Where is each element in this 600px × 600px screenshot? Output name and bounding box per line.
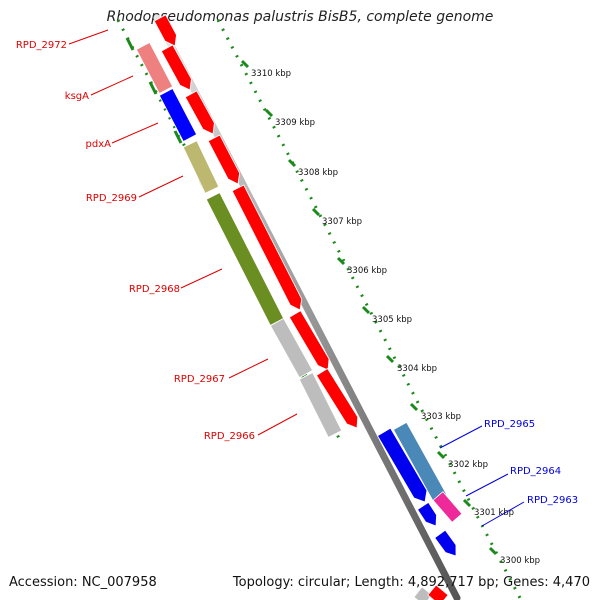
gene-block-edge-red (427, 584, 449, 600)
gene-arrow-forward (288, 310, 330, 371)
gene-arrow-forward (153, 14, 177, 47)
gene-arrow-rpd-2964 (376, 427, 428, 503)
gene-block-rpd-2966 (298, 372, 343, 438)
gene-label-ksga: ksgA (65, 91, 89, 102)
ruler-label: 3304 kbp (397, 364, 437, 374)
guide-tick (173, 130, 183, 144)
gene-block-rpd-2965 (392, 421, 448, 503)
ruler-label: 3305 kbp (372, 315, 412, 325)
gene-label-rpd-2969: RPD_2969 (86, 193, 137, 204)
right-label-leaders (439, 425, 525, 527)
ruler-label: 3302 kbp (448, 460, 488, 470)
ruler-tick (462, 498, 472, 508)
ruler-tick (336, 256, 346, 266)
gene-block-rpd-2969 (182, 140, 220, 194)
ruler-label: 3306 kbp (347, 266, 387, 276)
gene-label-rpd-2964: RPD_2964 (510, 466, 561, 477)
ruler-label: 3310 kbp (251, 69, 291, 79)
ruler-label: 3308 kbp (298, 168, 338, 178)
genome-title: Rhodopseudomonas palustris BisB5, comple… (106, 9, 494, 25)
gene-block-rpd-2967 (269, 317, 314, 379)
ruler-label: 3301 kbp (474, 508, 514, 518)
ruler-label: 3307 kbp (322, 217, 362, 227)
gene-arrow-forward (315, 368, 359, 429)
ruler-tick (240, 59, 250, 69)
left-label-leaders (68, 29, 298, 436)
accession-text: Accession: NC_007958 (9, 575, 157, 590)
ruler-tick (385, 354, 395, 364)
gene-label-pdxa: pdxA (86, 139, 112, 150)
ruler-tick (311, 207, 321, 217)
left-gene-labels: RPD_2972 ksgA pdxA RPD_2969 RPD_2968 RPD… (16, 40, 255, 442)
gene-features (135, 14, 463, 600)
ruler-tick (361, 305, 371, 315)
ruler-label: 3303 kbp (421, 412, 461, 422)
ruler-tick (436, 450, 446, 460)
gene-arrow-forward (207, 134, 241, 185)
guide-tick (148, 81, 158, 95)
gene-label-rpd-2963: RPD_2963 (527, 495, 578, 506)
gene-label-rpd-2965: RPD_2965 (484, 419, 535, 430)
gene-block-rpd-2963 (432, 491, 463, 523)
ruler-tick (287, 158, 297, 168)
right-gene-labels: RPD_2965 RPD_2964 RPD_2963 (484, 419, 578, 506)
ruler-tick (488, 546, 498, 556)
gene-arrow-forward (184, 90, 215, 135)
ruler-tick (409, 402, 419, 412)
gene-block-ksga (135, 41, 174, 95)
gene-arrow-small-2 (434, 529, 457, 557)
ruler-label: 3300 kbp (500, 556, 540, 566)
topology-text: Topology: circular; Length: 4,892,717 bp… (232, 575, 590, 590)
gene-arrow-forward (160, 44, 192, 91)
gene-label-rpd-2972: RPD_2972 (16, 40, 67, 51)
ruler-labels: 3310 kbp 3309 kbp 3308 kbp 3307 kbp 3306… (251, 69, 540, 566)
ruler-label: 3309 kbp (275, 118, 315, 128)
gene-arrow-small (416, 501, 437, 527)
gene-block-pdxa (158, 87, 198, 143)
gene-arrow-forward (231, 184, 303, 311)
guide-tick (125, 37, 135, 51)
ruler-tick (264, 108, 274, 118)
gene-label-rpd-2967: RPD_2967 (174, 374, 225, 385)
gene-label-rpd-2966: RPD_2966 (204, 431, 255, 442)
gene-label-rpd-2968: RPD_2968 (129, 284, 180, 295)
